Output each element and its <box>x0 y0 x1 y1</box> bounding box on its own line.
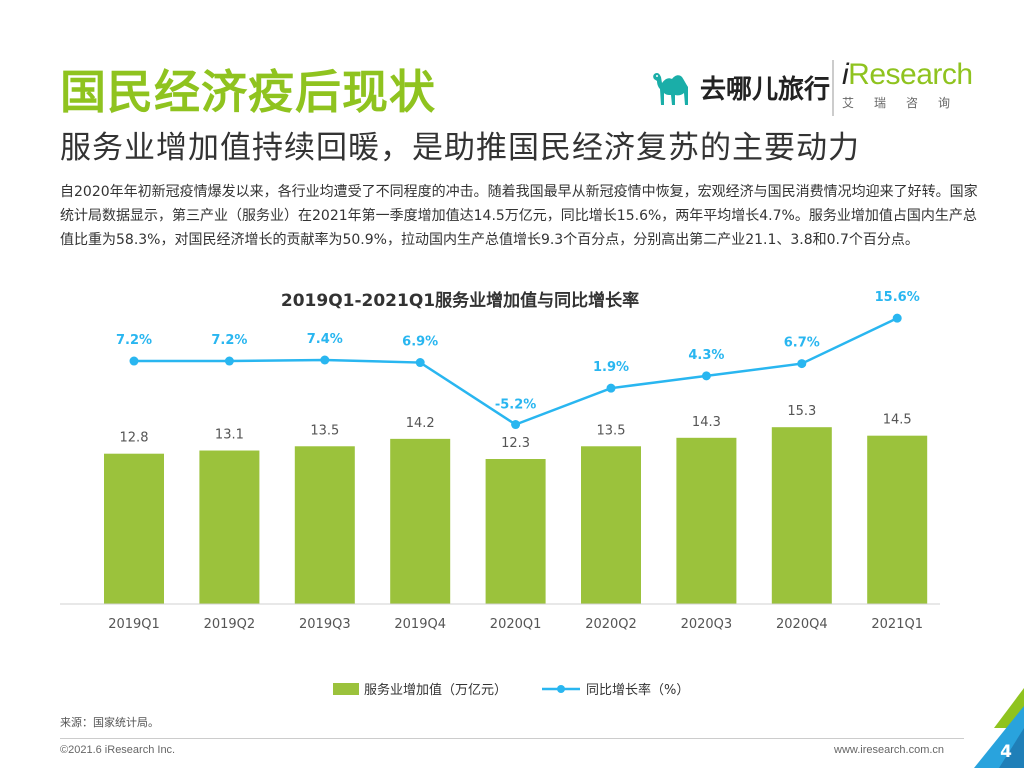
growth-label-2019Q3: 7.4% <box>307 332 343 347</box>
legend-bar-swatch <box>333 683 359 695</box>
logo-divider <box>832 60 834 116</box>
iresearch-logo-word: Research <box>848 58 973 91</box>
growth-point-2019Q1 <box>129 356 139 366</box>
camel-icon <box>653 73 688 105</box>
growth-label-2019Q1: 7.2% <box>116 333 152 348</box>
iresearch-logo-i: i <box>842 58 849 91</box>
growth-label-2020Q2: 1.9% <box>593 360 629 375</box>
growth-point-2019Q4 <box>415 358 425 368</box>
website-link[interactable]: www.iresearch.com.cn <box>834 744 945 756</box>
qunar-logo: 去哪儿旅行 <box>648 62 830 112</box>
bar-2020Q3 <box>676 437 737 604</box>
x-tick-2019Q2: 2019Q2 <box>204 617 256 632</box>
bar-2020Q2 <box>581 446 641 604</box>
growth-point-2020Q2 <box>606 383 616 393</box>
footer-divider <box>60 738 964 739</box>
bar-label-2019Q1: 12.8 <box>120 431 149 446</box>
x-tick-2020Q4: 2020Q4 <box>776 617 828 632</box>
iresearch-logo: iResearch 艾瑞咨询 <box>842 58 973 111</box>
x-tick-2020Q2: 2020Q2 <box>585 617 637 632</box>
legend-bar-label: 服务业增加值（万亿元） <box>364 682 507 698</box>
legend-line-marker <box>557 685 565 693</box>
growth-label-2020Q3: 4.3% <box>688 348 724 363</box>
growth-label-2020Q4: 6.7% <box>784 336 820 351</box>
growth-point-2020Q3 <box>701 371 711 381</box>
growth-point-2019Q2 <box>224 356 234 366</box>
bar-2019Q3 <box>294 446 355 604</box>
growth-point-2021Q1 <box>892 313 902 323</box>
x-tick-2021Q1: 2021Q1 <box>871 617 923 632</box>
growth-label-2021Q1: 15.6% <box>875 290 920 305</box>
growth-label-2019Q4: 6.9% <box>402 335 438 350</box>
bar-label-2020Q2: 13.5 <box>597 423 626 438</box>
corner-decoration <box>974 688 1024 768</box>
growth-label-2020Q1: -5.2% <box>495 398 536 413</box>
bar-2019Q2 <box>199 450 260 604</box>
chart-title: 2019Q1-2021Q1服务业增加值与同比增长率 <box>281 290 639 311</box>
growth-point-2019Q3 <box>320 355 330 365</box>
bar-label-2021Q1: 14.5 <box>883 413 912 428</box>
bar-label-2019Q3: 13.5 <box>310 423 339 438</box>
x-tick-2019Q3: 2019Q3 <box>299 617 351 632</box>
x-tick-2020Q3: 2020Q3 <box>681 617 733 632</box>
x-tick-2019Q4: 2019Q4 <box>394 617 446 632</box>
source-note: 来源：国家统计局。 <box>60 716 159 729</box>
bar-label-2020Q4: 15.3 <box>787 404 816 419</box>
bar-2021Q1 <box>867 435 928 604</box>
bar-2019Q4 <box>390 438 451 604</box>
x-tick-2019Q1: 2019Q1 <box>108 617 160 632</box>
bar-label-2019Q2: 13.1 <box>215 428 244 443</box>
bar-label-2019Q4: 14.2 <box>406 416 435 431</box>
x-tick-2020Q1: 2020Q1 <box>490 617 542 632</box>
growth-point-2020Q4 <box>797 359 807 369</box>
growth-label-2019Q2: 7.2% <box>211 333 247 348</box>
service-sector-chart: 2019Q1-2021Q1服务业增加值与同比增长率 12.8 13.1 13.5 14… <box>60 290 940 698</box>
qunar-logo-text: 去哪儿旅行 <box>700 74 831 105</box>
page-title: 国民经济疫后现状 <box>60 65 436 119</box>
page-subtitle: 服务业增加值持续回暖，是助推国民经济复苏的主要动力 <box>60 130 860 166</box>
iresearch-logo-cn: 艾瑞咨询 <box>842 96 971 110</box>
bar-2019Q1 <box>104 453 164 604</box>
bar-2020Q1 <box>485 459 546 604</box>
legend-line-label: 同比增长率（%） <box>586 682 689 698</box>
intro-paragraph: 自2020年年初新冠疫情爆发以来，各行业均遭受了不同程度的冲击。随着我国最早从新… <box>60 184 978 248</box>
bar-2020Q4 <box>771 427 832 604</box>
bar-label-2020Q3: 14.3 <box>692 415 721 430</box>
bar-label-2020Q1: 12.3 <box>501 436 530 451</box>
page-number: 4 <box>1000 742 1012 762</box>
copyright: ©2021.6 iResearch Inc. <box>60 744 176 756</box>
growth-point-2020Q1 <box>511 420 521 430</box>
